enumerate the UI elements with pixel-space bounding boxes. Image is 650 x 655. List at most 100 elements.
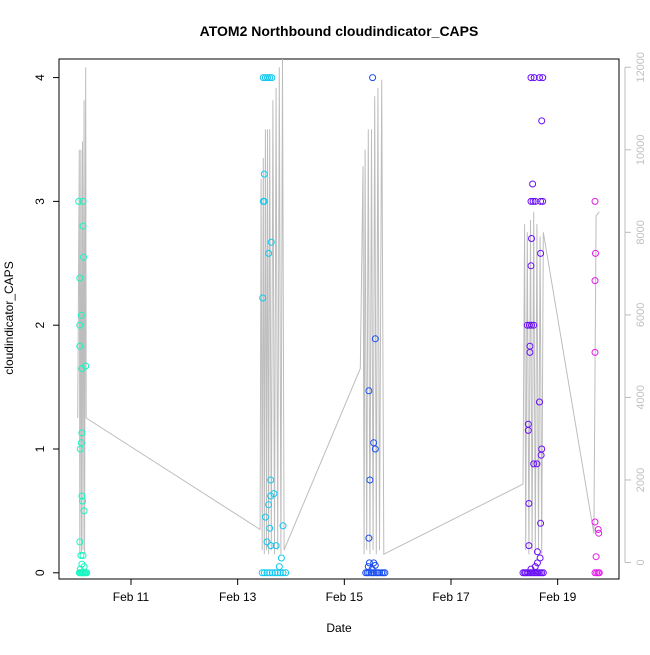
y2-tick-label: 0 [635,559,647,565]
data-point [591,277,599,285]
y-tick-label: 2 [33,322,47,329]
data-point [594,526,602,533]
data-point [366,476,374,484]
data-point [264,74,271,82]
x-tick-label: Feb 11 [113,590,150,604]
data-point [530,460,538,468]
data-point [365,534,373,542]
data-point [265,501,273,509]
data-point [77,439,85,447]
data-point [78,429,86,437]
data-point [267,238,275,246]
y2-tick-label: 6000 [635,303,647,327]
x-axis: Feb 11 Feb 13 Feb 15 Feb 17 Feb 19 [113,579,577,604]
data-point [527,197,535,205]
data-point [270,490,278,498]
data-point [83,569,91,577]
data-point [376,569,383,577]
data-point [263,538,271,546]
y-tick-label: 3 [33,198,47,205]
data-point [76,274,84,282]
chart-title: ATOM2 Northbound cloudindicator_CAPS [200,23,479,39]
data-point [266,569,274,577]
data-point [592,553,600,561]
data-point [528,321,535,329]
data-point [279,522,287,530]
data-point [531,197,539,205]
data-point [80,507,88,515]
data-point [79,497,86,505]
data-point [263,569,271,577]
data-point [528,235,535,242]
data-point [268,569,276,577]
data-point [370,569,378,577]
data-point [267,476,275,484]
data-point [80,563,88,571]
data-point [274,569,282,577]
data-point [537,519,545,527]
data-point [79,552,87,559]
y-tick-label: 1 [33,445,47,452]
x-tick-label: Feb 13 [219,590,257,604]
data-point [539,197,547,205]
data-point [533,460,541,468]
data-point [537,249,545,257]
data-point [271,569,279,577]
data-point [79,222,87,230]
data-point [536,554,544,562]
data-point [538,445,546,453]
data-point [266,74,274,82]
data-point [279,569,287,577]
data-point [529,197,537,205]
data-point [526,342,534,350]
data-point [369,74,377,82]
data-point [76,342,84,350]
y-axis: 0 1 2 3 4 [33,74,59,576]
data-point [591,518,599,526]
y2-axis: 0 2000 4000 6000 8000 10000 12000 [624,52,647,566]
x-tick-label: Feb 15 [326,590,364,604]
data-point [76,321,84,329]
data-point [529,180,537,188]
data-point [530,321,538,329]
data-point [267,542,275,550]
data-point [595,529,603,537]
data-point [533,548,541,556]
data-point [77,311,85,319]
data-point [381,569,389,577]
y2-tick-label: 8000 [635,220,647,244]
data-point [261,513,269,521]
data-point [527,262,535,270]
x-axis-label: Date [326,621,352,635]
data-point [82,362,90,370]
data-point [365,559,373,567]
data-point [531,563,539,571]
data-point [525,500,533,507]
y2-tick-label: 10000 [635,134,647,165]
data-point [591,348,599,356]
data-point [76,538,84,546]
data-point [524,420,532,428]
data-point [79,197,87,205]
right-axis-line-series-layer [77,58,600,556]
data-point [537,197,545,205]
scatter-points-layer [75,74,603,577]
data-point [527,74,535,82]
data-point [277,554,285,562]
y2-tick-label: 12000 [635,52,647,83]
data-point [75,197,83,205]
data-point [371,335,379,343]
plot-frame [58,58,620,580]
x-tick-label: Feb 19 [539,590,577,604]
data-point [265,249,273,257]
y-axis-label: cloudindicator_CAPS [2,261,16,374]
data-point [595,569,603,577]
data-point [365,387,373,395]
data-point [539,569,547,577]
data-point [266,524,274,532]
data-point [538,117,546,125]
data-point [371,445,379,453]
data-point [272,542,280,550]
data-point [258,569,266,577]
data-point [525,542,533,550]
